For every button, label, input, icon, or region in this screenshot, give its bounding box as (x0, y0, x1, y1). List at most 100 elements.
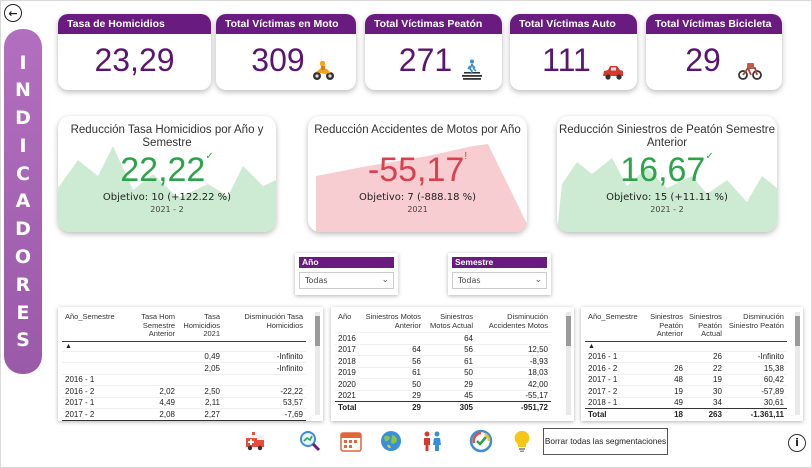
gauge-period: 2021 - 2 (150, 205, 184, 214)
column-header[interactable]: Siniestros Motos Anterior (365, 312, 421, 330)
gauge-goal: Objetivo: 7 (-888.18 %) (358, 192, 477, 203)
table-cell: 2021 (335, 389, 361, 402)
slicer-value: Todas (458, 276, 481, 285)
kpi-tasa-homicidios: Tasa de Homicidios 23,29 (58, 14, 211, 90)
gauge-reduccion-motos: Reducción Accidentes de Motos por Año -5… (308, 116, 527, 232)
table-siniestros-motos[interactable]: Año Siniestros Motos Anterior Siniestros… (331, 307, 574, 421)
table-cell: -1.361,11 (724, 408, 787, 420)
table-row: 2019 61 50 18,03 (335, 366, 551, 379)
column-header[interactable]: Año (338, 312, 352, 321)
table-row: 2017 - 2 19 30 -57,89 (585, 385, 787, 397)
table-cell (686, 340, 725, 351)
column-header[interactable]: Siniestros Peatón Anterior (650, 312, 683, 338)
table-cell: 2,05 (178, 362, 223, 374)
chevron-down-icon: ⌄ (381, 275, 389, 285)
kpi-value: 271 (398, 42, 453, 78)
slicer-ano-dropdown[interactable]: Todas ⌄ (299, 272, 394, 289)
scrollbar[interactable] (795, 312, 800, 415)
target-icon[interactable] (469, 429, 493, 453)
column-header[interactable]: Disminución Siniestro Peatón (728, 312, 784, 330)
table-cell (223, 340, 306, 351)
globe-icon[interactable] (379, 429, 403, 453)
table-cell (641, 340, 686, 351)
column-header[interactable]: Tasa Hom Semestre Anterior (141, 312, 175, 338)
slicer-semestre: Semestre Todas ⌄ (448, 253, 551, 295)
table-row: 0,49 -Infinito (62, 350, 306, 363)
side-panel-indicadores[interactable]: I N D I C A D O R E S (4, 29, 42, 374)
column-header[interactable]: Siniestros Motos Actual (430, 312, 473, 330)
column-header[interactable]: Disminución Accidentes Motos (488, 312, 548, 330)
clear-slicers-button[interactable]: Borrar todas las segmentaciones (543, 428, 668, 455)
table-cell: 60,42 (724, 373, 787, 386)
ambulance-icon[interactable] (244, 429, 268, 453)
scrollbar[interactable] (315, 312, 320, 415)
table-cell: 61 (361, 366, 424, 379)
table-cell: 49 (641, 396, 686, 409)
gauge-reduccion-homicidios: Reducción Tasa Homicidios por Año y Seme… (58, 116, 276, 232)
table-row: 2018 - 1 49 34 30,61 (585, 396, 787, 409)
column-header[interactable]: Año_Semestre (65, 312, 115, 321)
table-cell: 2,08 (128, 408, 178, 420)
table-cell: 2016 - 1 (585, 350, 641, 363)
table-cell: Total (62, 419, 128, 421)
table-tasa-homicidios[interactable]: Año_Semestre Tasa Hom Semestre Anterior … (58, 307, 323, 421)
table-cell: 22 (686, 362, 725, 374)
sort-icon[interactable]: ▲ (585, 340, 641, 351)
table-cell: 19 (641, 385, 686, 397)
side-letter: C (16, 162, 30, 185)
column-header[interactable]: Siniestros Peatón Actual (689, 312, 722, 338)
table-cell: 19 (686, 373, 725, 386)
table-cell (128, 373, 178, 386)
sort-icon[interactable]: ▲ (62, 340, 128, 351)
table-cell (62, 362, 128, 374)
people-icon[interactable] (420, 429, 444, 453)
scrollbar-thumb[interactable] (315, 316, 320, 346)
slicer-semestre-dropdown[interactable]: Todas ⌄ (452, 272, 547, 289)
table-row: 2017 64 56 12,50 (335, 343, 551, 356)
info-icon[interactable]: i (788, 434, 806, 452)
lightbulb-icon[interactable] (510, 429, 534, 453)
side-panel-label: I N D I C A D O R E S (15, 52, 31, 352)
side-letter: N (15, 79, 31, 102)
table-cell: 50 (361, 378, 424, 390)
gauge-value-text: 22,22 (120, 151, 206, 189)
table-cell: -951,72 (476, 401, 551, 413)
gauge-title: Reducción Tasa Homicidios por Año y Seme… (70, 124, 264, 149)
kpi-victimas-bicicleta: Total Víctimas Bicicleta 29 (646, 14, 782, 90)
table-cell: -57,89 (724, 385, 787, 397)
gauge-value-text: -55,17 (367, 151, 465, 189)
kpi-title: Total Víctimas Auto (510, 14, 637, 34)
scrollbar-thumb[interactable] (795, 316, 800, 346)
side-letter: E (16, 301, 30, 324)
table-row: 2017 - 2 2,08 2,27 -7,69 (62, 408, 306, 420)
table-cell: 2018 (335, 355, 361, 367)
table-cell: 42,00 (476, 378, 551, 390)
table-cell: 2017 (335, 343, 361, 356)
table-cell: 2016 - 1 (62, 373, 128, 386)
column-header[interactable]: Tasa Homicidios 2021 (183, 312, 220, 338)
table-row: 2016 - 1 (62, 373, 306, 386)
table-cell: 29 (361, 389, 424, 402)
table-row: 2018 56 61 -8,93 (335, 355, 551, 367)
table-cell: 2,50 (178, 385, 223, 397)
column-header[interactable]: Año_Semestre (588, 312, 638, 321)
table-row: 2016 - 1 26 -Infinito (585, 350, 787, 363)
table-cell (128, 362, 178, 374)
arrow-left-circle-icon[interactable]: ← (4, 4, 22, 22)
magnifier-icon[interactable] (298, 429, 322, 453)
scrollbar-thumb[interactable] (566, 316, 571, 346)
calendar-icon[interactable] (339, 429, 363, 453)
table-cell: -55,17 (476, 389, 551, 402)
trend-area-chart (316, 144, 527, 232)
table-row: 2,05 -Infinito (62, 362, 306, 374)
kpi-value: 309 (251, 42, 305, 78)
car-icon (603, 66, 623, 80)
kpi-title: Total Víctimas Bicicleta (646, 14, 782, 34)
table-cell: 2016 - 2 (585, 362, 641, 374)
table-cell (361, 332, 424, 344)
check-icon: ✓ (705, 151, 714, 162)
table-siniestros-peaton[interactable]: Año_Semestre Siniestros Peatón Anterior … (581, 307, 803, 421)
scrollbar[interactable] (566, 312, 571, 415)
slicer-label: Año (299, 257, 394, 268)
column-header[interactable]: Disminución Tasa Homicidios (244, 312, 303, 330)
